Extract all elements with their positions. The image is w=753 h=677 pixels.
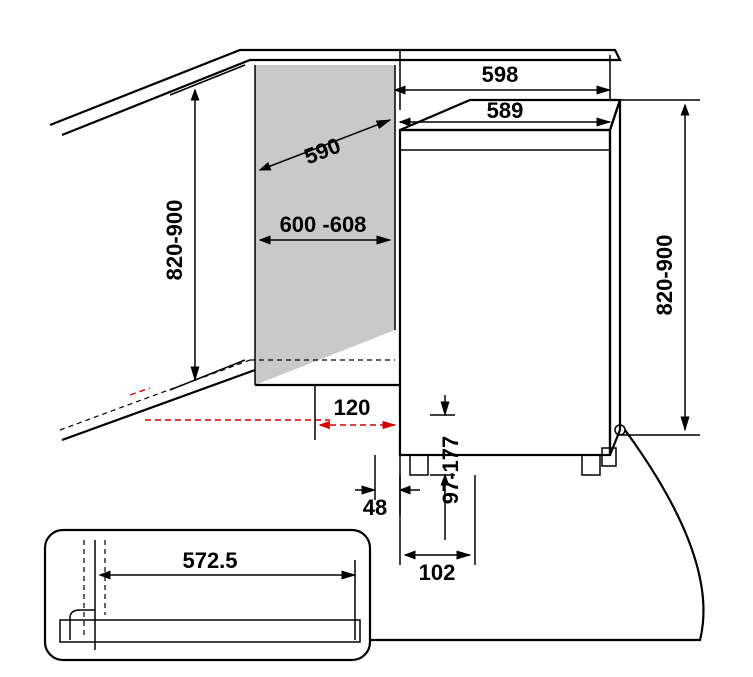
dimension-diagram: 598 590 600 -608 820-900 (0, 0, 753, 677)
dim-foot-depth: 102 (419, 560, 456, 585)
dim-cavity-height: 820-900 (162, 200, 187, 281)
dim-hose-clearance: 120 (334, 395, 371, 420)
dim-cavity-width: 600 -608 (280, 212, 367, 237)
appliance-height-dim: 820-900 (620, 100, 700, 435)
dim-kick-height: 97-177 (438, 436, 463, 505)
dim-counter-width: 598 (482, 62, 519, 87)
dim-front-offset: 48 (363, 495, 387, 520)
dim-door-open-depth: 572.5 (182, 548, 237, 573)
appliance: 589 (400, 98, 625, 475)
cavity: 590 600 -608 (255, 65, 395, 385)
dim-appliance-height: 820-900 (652, 235, 677, 316)
kick-height-dim: 97-177 (430, 395, 463, 540)
dim-appliance-width: 589 (487, 98, 524, 123)
hose-clearance-dim: 120 (315, 385, 395, 440)
detail-callout: 572.5 (45, 430, 703, 660)
cavity-height-dim: 820-900 (162, 65, 245, 390)
